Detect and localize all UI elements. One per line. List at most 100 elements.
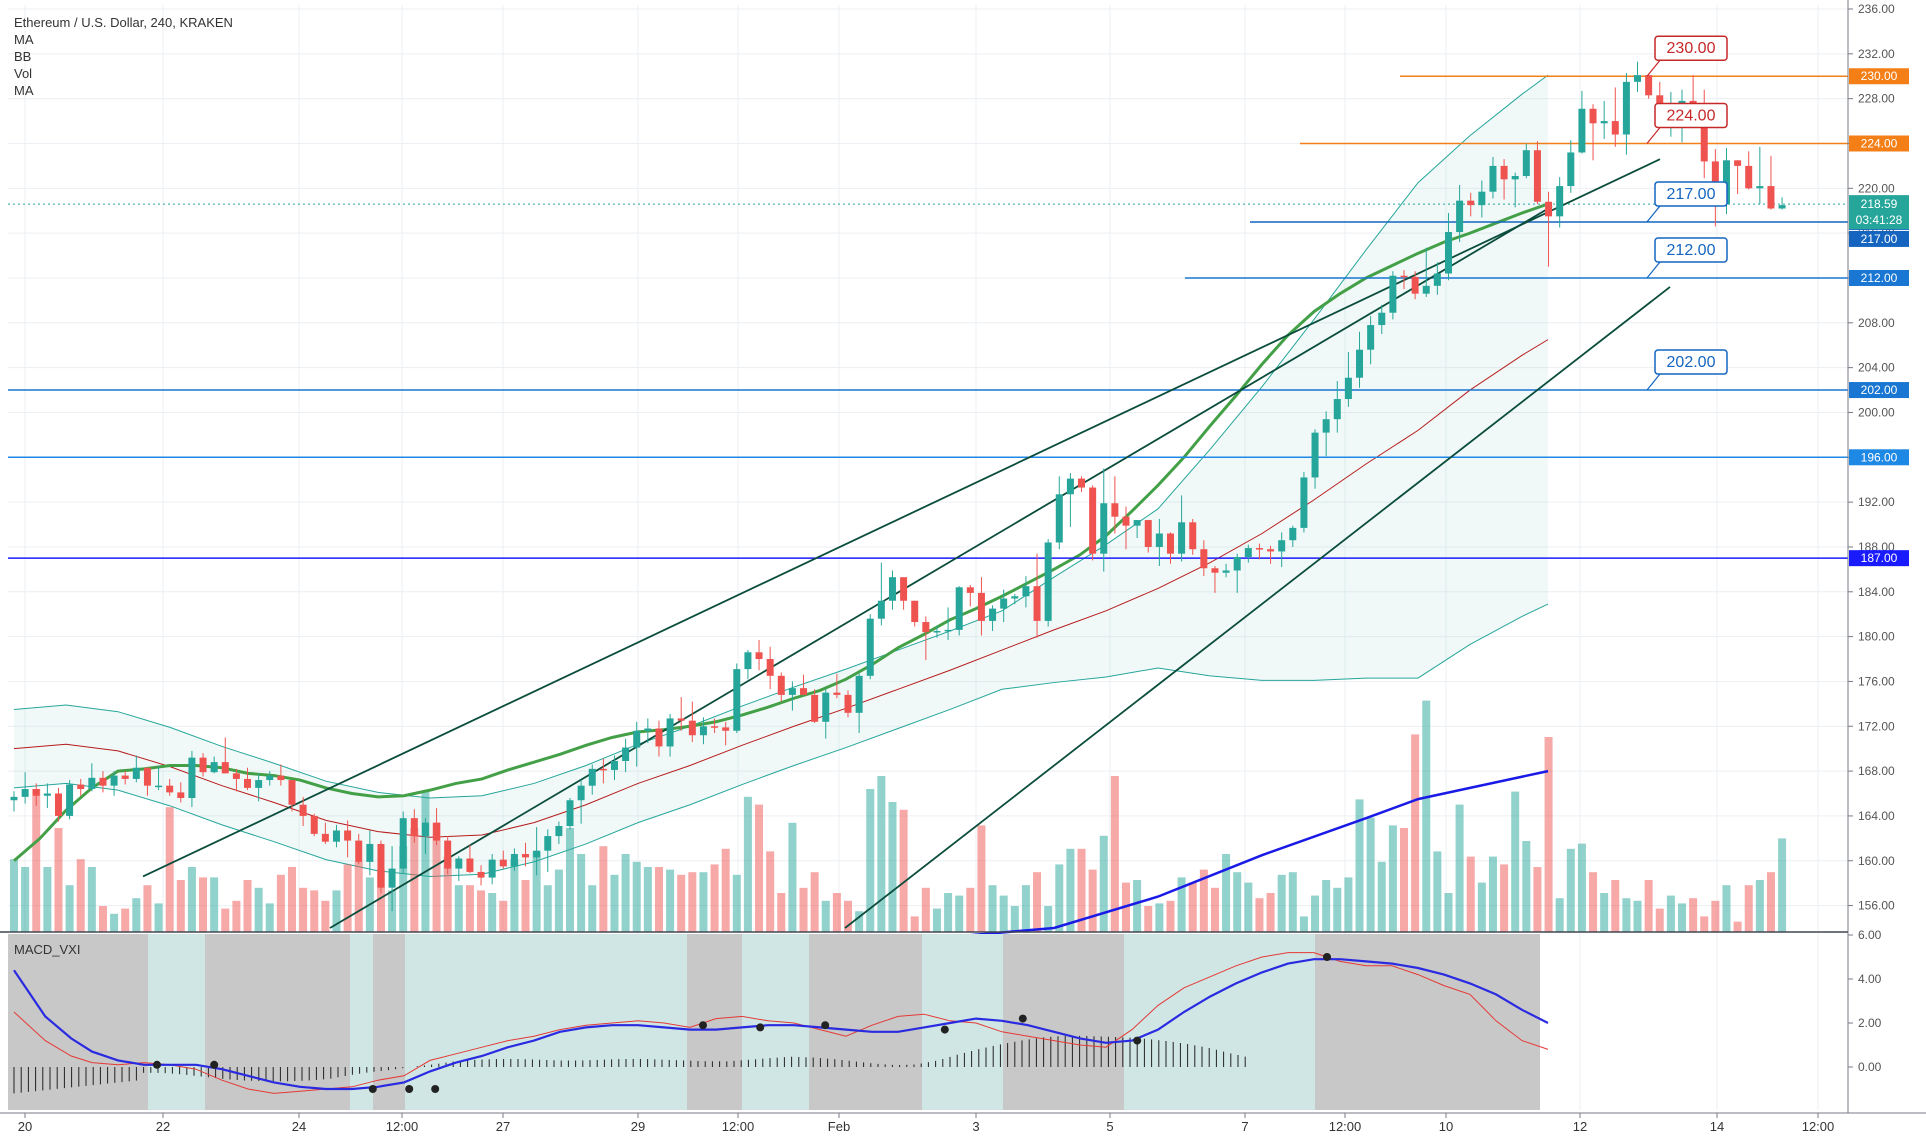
candle-body (143, 767, 151, 786)
volume-bar (588, 885, 597, 932)
candle-body (844, 694, 852, 713)
candle-body (1567, 152, 1575, 187)
trendline-middle (329, 205, 1553, 929)
volume-bar (732, 874, 741, 932)
time-tick-label: Feb (828, 1119, 850, 1134)
cross-marker (1018, 1014, 1027, 1023)
candle-body (1411, 276, 1419, 294)
volume-bar (554, 869, 563, 932)
volume-bar (844, 900, 852, 932)
candle-body (10, 796, 18, 801)
volume-bar (488, 893, 497, 932)
volume-bar (21, 867, 30, 932)
indicator-ma2-label[interactable]: MA (14, 83, 34, 98)
candle-body (1656, 95, 1664, 108)
candle-body (88, 777, 96, 790)
volume-bar (944, 893, 953, 932)
cross-marker (153, 1060, 161, 1069)
candle-body (1756, 186, 1764, 189)
trend-channel (142, 158, 1671, 929)
cross-marker (756, 1023, 765, 1032)
callout-pointer (1646, 373, 1661, 391)
candle-body (777, 675, 785, 695)
callout-box (1654, 35, 1728, 61)
volume-bar (165, 807, 174, 932)
volume-bar (143, 885, 152, 932)
price-tick-label: 164.00 (1858, 809, 1895, 823)
candle-body (655, 728, 663, 747)
candle-body (244, 778, 252, 788)
candle-body (221, 762, 229, 774)
volume-bar (321, 900, 330, 932)
candle-body (1178, 522, 1186, 554)
level-tag-label: 212.00 (1861, 271, 1898, 285)
volume-bar (1744, 885, 1753, 932)
volume-bar (1589, 872, 1598, 932)
candle-body (822, 692, 830, 722)
volume-bar (977, 825, 986, 932)
volume-bar (310, 890, 319, 932)
candle-body (855, 675, 863, 713)
cross-marker (431, 1085, 440, 1093)
trendline-upper (142, 158, 1661, 878)
time-tick-label: 22 (156, 1119, 170, 1134)
macd-label[interactable]: MACD_VXI (14, 942, 81, 957)
volume-bar (54, 828, 63, 932)
candle-body (1022, 586, 1030, 597)
candle-body (1533, 150, 1541, 202)
volume-bar (1444, 893, 1453, 932)
callout-label: 230.00 (1667, 40, 1716, 57)
volume-bar (599, 846, 608, 932)
candle-body (1634, 75, 1642, 82)
candle-body (1578, 108, 1586, 153)
level-tag-label: 202.00 (1861, 383, 1898, 397)
volume-bar (388, 890, 397, 932)
volume-bar (632, 861, 641, 932)
indicator-bb-label[interactable]: BB (14, 49, 32, 64)
candle-body (1089, 487, 1097, 554)
candle-body (1300, 477, 1308, 528)
cross-marker (210, 1060, 219, 1069)
candle-body (766, 659, 774, 676)
oscillator-band (742, 934, 809, 1110)
candle-body (1478, 191, 1486, 206)
candle-body (54, 793, 62, 816)
candle-body (533, 850, 541, 858)
candle-body (1078, 478, 1086, 488)
volume-bar (1311, 895, 1320, 932)
volume-bar (154, 903, 163, 932)
volume-bar (866, 789, 875, 932)
volume-bar (210, 877, 219, 932)
time-tick-label: 10 (1439, 1119, 1453, 1134)
price-tick-label: 208.00 (1858, 316, 1895, 330)
volume-bar (1355, 799, 1364, 932)
indicator-ma-label[interactable]: MA (14, 32, 34, 47)
candle-body (833, 692, 841, 695)
volume-bar (1044, 906, 1053, 932)
candle-body (1444, 232, 1452, 274)
candle-body (399, 818, 407, 869)
osc-tick-label: 6.00 (1858, 928, 1882, 942)
volume-bar (1388, 825, 1397, 932)
oscillator-band (405, 934, 687, 1110)
volume-bar (999, 895, 1008, 932)
volume-bar (1255, 898, 1264, 932)
candle-body (1734, 160, 1742, 166)
volume-bar (877, 776, 886, 932)
volume-bar (1488, 856, 1497, 932)
volume-bar (821, 900, 830, 932)
candle-body (455, 858, 463, 869)
callout-box (1654, 349, 1728, 375)
indicator-vol-label[interactable]: Vol (14, 66, 33, 81)
candle-body (1489, 165, 1497, 192)
volume-bar (532, 851, 541, 932)
price-axis-bg (1848, 0, 1926, 1141)
volume-bar (510, 859, 519, 932)
candle-body (510, 854, 518, 867)
volume-bar (288, 867, 296, 932)
time-tick-label: 12 (1573, 1119, 1587, 1134)
volume-bar (1288, 872, 1297, 932)
bb-basis (13, 339, 1549, 838)
candle-body (344, 830, 352, 841)
cross-marker (1133, 1036, 1142, 1045)
